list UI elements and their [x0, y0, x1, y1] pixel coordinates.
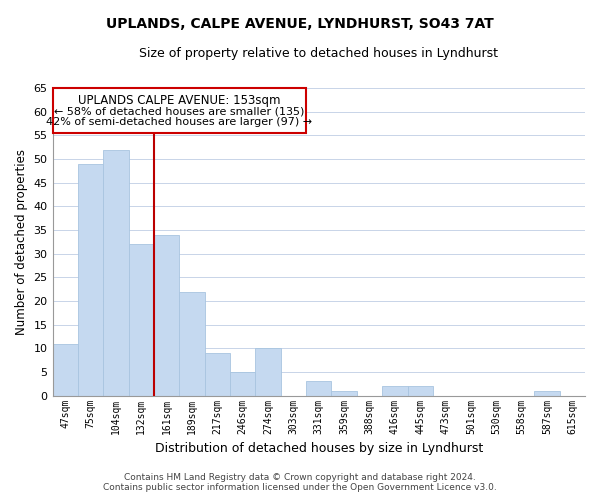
Bar — [205, 353, 230, 396]
Title: Size of property relative to detached houses in Lyndhurst: Size of property relative to detached ho… — [139, 48, 498, 60]
Bar — [382, 386, 407, 396]
Bar — [534, 391, 560, 396]
Text: 42% of semi-detached houses are larger (97) →: 42% of semi-detached houses are larger (… — [46, 118, 313, 128]
Text: UPLANDS, CALPE AVENUE, LYNDHURST, SO43 7AT: UPLANDS, CALPE AVENUE, LYNDHURST, SO43 7… — [106, 18, 494, 32]
Bar — [154, 234, 179, 396]
Bar — [103, 150, 128, 396]
Bar — [331, 391, 357, 396]
Text: ← 58% of detached houses are smaller (135): ← 58% of detached houses are smaller (13… — [54, 106, 305, 116]
Bar — [128, 244, 154, 396]
Bar — [256, 348, 281, 396]
Bar — [53, 344, 78, 396]
Text: UPLANDS CALPE AVENUE: 153sqm: UPLANDS CALPE AVENUE: 153sqm — [78, 94, 281, 106]
Bar — [179, 292, 205, 396]
Bar — [306, 382, 331, 396]
Bar — [53, 88, 306, 133]
Bar — [78, 164, 103, 396]
Text: Contains HM Land Registry data © Crown copyright and database right 2024.
Contai: Contains HM Land Registry data © Crown c… — [103, 473, 497, 492]
Y-axis label: Number of detached properties: Number of detached properties — [15, 149, 28, 335]
X-axis label: Distribution of detached houses by size in Lyndhurst: Distribution of detached houses by size … — [155, 442, 483, 455]
Bar — [407, 386, 433, 396]
Bar — [230, 372, 256, 396]
